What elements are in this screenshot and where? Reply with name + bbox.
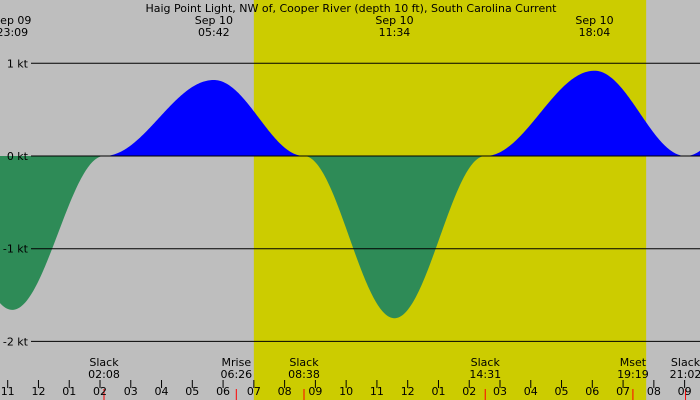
- x-hour-label: 05: [555, 385, 569, 398]
- event-time: 08:38: [288, 368, 320, 381]
- x-hour-label: 07: [616, 385, 630, 398]
- top-time-label: 05:42: [198, 26, 230, 39]
- x-hour-label: 01: [431, 385, 445, 398]
- event-time: 14:31: [469, 368, 501, 381]
- event-label: Slack: [89, 356, 119, 369]
- x-hour-label: 03: [124, 385, 138, 398]
- x-hour-label: 03: [493, 385, 507, 398]
- x-hour-label: 12: [401, 385, 415, 398]
- event-label: Mset: [620, 356, 647, 369]
- x-axis: 11 12 01 02 03 04 05 06 07 08 09 10 11 12 01 02 03 04 05 06…: [1, 380, 692, 398]
- x-hour-label: 09: [678, 385, 692, 398]
- x-hour-label: 11: [370, 385, 384, 398]
- bottom-event-labels: Slack02:08Mrise06:26Slack08:38Slack14:31…: [88, 356, 700, 400]
- event-label: Slack: [289, 356, 319, 369]
- x-hour-label: 10: [339, 385, 353, 398]
- x-hour-label: 02: [93, 385, 107, 398]
- top-time-label: 11:34: [379, 26, 411, 39]
- event-time: 06:26: [220, 368, 252, 381]
- event-label: Slack: [471, 356, 501, 369]
- x-hour-label: 04: [155, 385, 169, 398]
- x-hour-label: 08: [647, 385, 661, 398]
- flood-area: [0, 70, 700, 156]
- event-time: 21:02: [670, 368, 700, 381]
- x-hour-label: 09: [308, 385, 322, 398]
- x-hour-label: 07: [247, 385, 261, 398]
- y-axis-labels: 1 kt 0 kt -1 kt -2 kt: [3, 57, 29, 348]
- ebb-area: [0, 156, 700, 319]
- event-time: 02:08: [88, 368, 120, 381]
- x-hour-label: 01: [62, 385, 76, 398]
- top-date-label: Sep 10: [195, 14, 233, 27]
- top-time-label: 18:04: [579, 26, 611, 39]
- chart-title: Haig Point Light, NW of, Cooper River (d…: [145, 2, 557, 15]
- y-tick-label: 0 kt: [7, 150, 29, 163]
- x-hour-label: 11: [1, 385, 15, 398]
- gridlines: [31, 62, 700, 342]
- x-hour-label: 04: [524, 385, 538, 398]
- y-tick-label: -1 kt: [3, 243, 29, 256]
- x-hour-label: 02: [462, 385, 476, 398]
- x-hour-label: 06: [585, 385, 599, 398]
- event-label: Slack: [671, 356, 700, 369]
- y-tick-label: 1 kt: [7, 57, 29, 70]
- event-time: 19:19: [617, 368, 649, 381]
- x-hour-label: 06: [216, 385, 230, 398]
- top-time-label: 23:09: [0, 26, 28, 39]
- x-hour-label: 05: [185, 385, 199, 398]
- event-label: Mrise: [222, 356, 252, 369]
- x-hour-label: 08: [278, 385, 292, 398]
- top-date-label: Sep 10: [575, 14, 613, 27]
- top-date-label: Sep 09: [0, 14, 31, 27]
- x-hour-label: 12: [31, 385, 45, 398]
- top-date-label: Sep 10: [375, 14, 413, 27]
- y-tick-label: -2 kt: [3, 335, 29, 348]
